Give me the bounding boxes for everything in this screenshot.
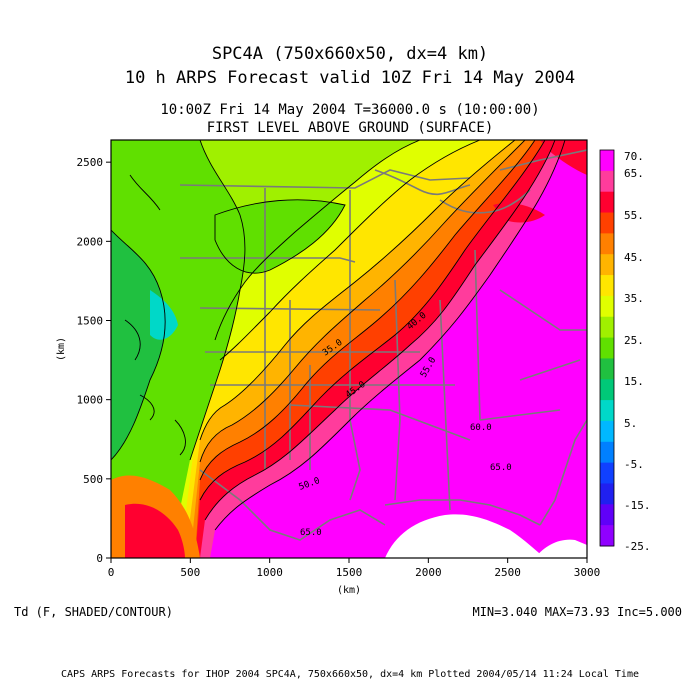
colorbar [599,149,615,547]
contour-label: 65.0 [490,463,512,473]
contour-60 [214,140,566,531]
colorbar-label: 55. [624,209,644,222]
contour-45 [199,140,536,481]
x-tick-label: 500 [180,566,200,579]
boundary-line [439,299,451,511]
us-canada-border [179,169,471,189]
colorbar-segment [600,379,614,401]
colorbar-segment [600,400,614,422]
colorbar-label: 70. [624,150,644,163]
y-axis-label: (km) [56,337,67,361]
y-tick-label: 500 [83,473,103,486]
title-line-2: 10 h ARPS Forecast valid 10Z Fri 14 May … [124,68,576,88]
y-axis-ticks: 0 500 1000 1500 2000 2500 [77,156,111,565]
field-band-20-plains [215,199,345,274]
contour-20 [189,140,246,461]
contour-55 [204,140,556,521]
field-band-20 [111,140,245,558]
title-line-3: 10:00Z Fri 14 May 2004 T=36000.0 s (10:0… [160,102,540,118]
us-mexico-border [199,469,386,541]
boundary-line [479,409,561,421]
colorbar-label: 5. [624,417,637,430]
colorbar-labels: 70. 65. 55. 45. 35. 25. 15. 5. -5. -15. -25. [624,150,651,553]
contour-25 [214,140,421,341]
field-band-10 [150,290,178,340]
field-band-15 [111,230,166,460]
contour-label: 60.0 [470,423,492,433]
contour-40 [199,140,526,463]
boundary-line [519,359,581,381]
y-tick-label: 2000 [77,235,104,248]
colorbar-label: -15. [624,499,651,512]
colorbar-segment [600,358,614,380]
contour-15 [111,229,166,461]
gulf-of-mexico [385,514,545,558]
x-tick-label: 1500 [336,566,363,579]
colorbar-segment [600,233,614,255]
great-lakes-outline [439,189,531,214]
x-tick-label: 1000 [256,566,283,579]
contour-west-detail [124,174,186,456]
boundary-line [349,190,361,501]
great-lakes-outline [374,169,471,195]
colorbar-label: 15. [624,375,644,388]
contour-35 [199,140,516,441]
title-line-4: FIRST LEVEL ABOVE GROUND (SURFACE) [206,120,494,136]
contour-lines [111,140,566,531]
contour-label: 65.0 [300,528,322,538]
x-tick-label: 2000 [415,566,442,579]
credits-line: CAPS ARPS Forecasts for IHOP 2004 SPC4A,… [61,669,639,680]
x-axis-ticks: 0 500 1000 1500 2000 2500 3000 [108,558,601,579]
colorbar-segment [600,295,614,318]
colorbar-segment [600,254,614,276]
gulf-coast [384,499,541,526]
colorbar-segment [600,504,614,526]
colorbar-segment [600,275,614,297]
shaded-field [111,140,587,558]
contour-50 [199,140,546,501]
y-tick-label: 2500 [77,156,104,169]
title-line-1: SPC4A (750x660x50, dx=4 km) [211,44,489,64]
colorbar-segment [600,337,614,359]
colorbar-label: -25. [624,540,651,553]
boundary-line [499,289,587,331]
colorbar-label: 45. [624,251,644,264]
x-tick-label: 0 [108,566,115,579]
colorbar-segment [600,316,614,339]
variable-label: Td (F, SHADED/CONTOUR) [14,605,173,619]
colorbar-segment [600,212,614,234]
political-boundaries [179,149,587,541]
y-tick-label: 1000 [77,394,104,407]
x-tick-label: 2500 [494,566,521,579]
y-tick-label: 1500 [77,315,104,328]
colorbar-segment [600,170,614,193]
colorbar-segment [600,525,614,547]
contour-30 [219,140,481,361]
colorbar-label: 35. [624,292,644,305]
colorbar-segment [600,462,614,484]
boundary-line [474,249,481,421]
colorbar-segment [600,441,614,464]
field-statistics: MIN=3.040 MAX=73.93 Inc=5.000 [472,605,682,619]
field-band-sw-55 [125,503,185,558]
colorbar-label: -5. [624,458,644,471]
boundary-line [289,404,471,441]
y-tick-label: 0 [96,552,103,565]
colorbar-label: 65. [624,167,644,180]
boundary-line [394,279,401,501]
colorbar-segment [600,420,614,443]
colorbar-label: 25. [624,334,644,347]
colorbar-segment [600,483,614,505]
colorbar-frame [599,149,615,547]
atlantic-south [535,539,587,558]
boundary-line [499,149,587,171]
contour-20-plains [214,199,346,274]
x-axis-label: (km) [337,585,361,596]
colorbar-segment [600,150,614,172]
x-tick-label: 3000 [574,566,601,579]
atlantic-coast [539,419,587,526]
colorbar-segment [600,191,614,214]
